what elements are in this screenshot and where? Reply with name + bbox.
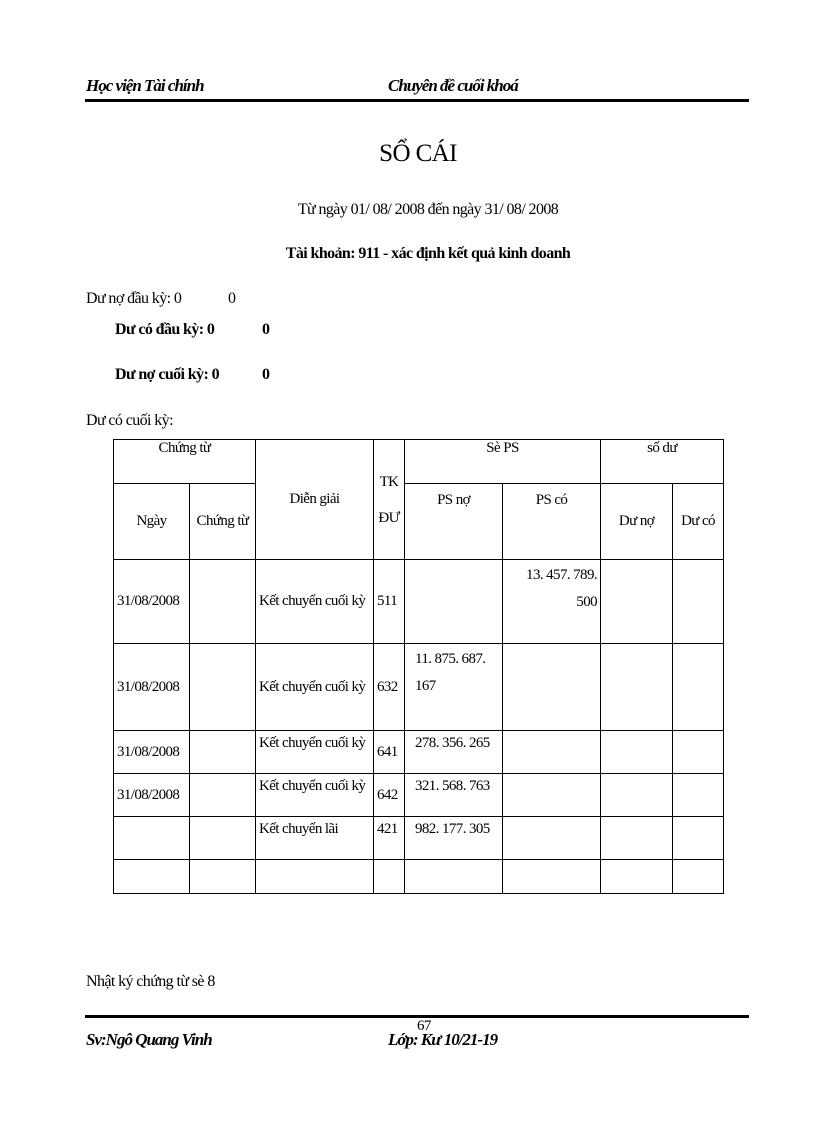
page-number: 67 <box>417 1018 431 1034</box>
table-row: 31/08/2008 Kết chuyển cuối kỳ 511 13. 457. … <box>113 559 724 644</box>
opening-debit-label: Dư nợ đầu kỳ: 0 <box>86 290 182 307</box>
header-topic: Chuyên đề cuối khoá <box>388 76 519 95</box>
cell-chung-tu <box>189 730 256 774</box>
cell-ps-no: 278. 356. 265 <box>404 730 503 774</box>
closing-debit-label: Dư nợ cuối kỳ: 0 <box>115 366 220 383</box>
closing-debit-value: 0 <box>262 366 270 383</box>
cell-tk: 642 <box>373 773 405 817</box>
cell-chung-tu <box>189 773 256 817</box>
cell-dien-giai <box>255 859 374 894</box>
closing-credit-label: Dư có cuối kỳ: <box>86 412 174 429</box>
header-so-ps: Sè PS <box>404 439 601 484</box>
footer-rule <box>85 1015 749 1018</box>
cell-tk: 632 <box>373 643 405 731</box>
cell-du-no <box>600 773 673 817</box>
table-row: 31/08/2008 Kết chuyển cuối kỳ 642 321. 568.… <box>113 773 724 817</box>
cell-du-no <box>600 643 673 731</box>
cell-dien-giai: Kết chuyển lãi <box>255 816 374 860</box>
header-ngay: Ngày <box>113 483 190 560</box>
cell-ps-no: 321. 568. 763 <box>404 773 503 817</box>
cell-du-no <box>600 859 673 894</box>
cell-ps-no: 982. 177. 305 <box>404 816 503 860</box>
opening-credit-label: Dư có đầu kỳ: 0 <box>115 321 215 338</box>
journal-note: Nhật ký chứng từ sè 8 <box>86 973 215 990</box>
header-rule <box>85 99 749 102</box>
header-tk-du: TK ĐƯ <box>373 439 405 560</box>
footer-class: Lớp: Kư 10/21-19 <box>388 1030 498 1049</box>
header-institution: Học viện Tài chính <box>86 76 205 95</box>
cell-du-no <box>600 559 673 644</box>
opening-debit-value: 0 <box>228 290 236 307</box>
cell-du-co <box>672 643 724 731</box>
cell-chung-tu <box>189 816 256 860</box>
date-range: Từ ngày 01/ 08/ 2008 đến ngày 31/ 08/ 20… <box>297 201 559 218</box>
table-row: 31/08/2008 Kết chuyển cuối kỳ 632 11. 875. … <box>113 643 724 731</box>
header-du: ĐƯ <box>378 509 400 526</box>
footer-student: Sv:Ngô Quang Vinh <box>86 1030 213 1049</box>
cell-ngay <box>113 859 190 894</box>
cell-ps-co <box>502 859 601 894</box>
page-title: SỔ CÁI <box>379 140 457 167</box>
header-dien-giai: Diễn giải <box>255 439 374 560</box>
cell-tk: 511 <box>373 559 405 644</box>
account-title: Tài khoản: 911 - xác định kết quả kinh d… <box>285 245 571 262</box>
cell-ps-no <box>404 559 503 644</box>
cell-ps-no <box>404 859 503 894</box>
table-row: Kết chuyển lãi 421 982. 177. 305 <box>113 816 724 860</box>
cell-chung-tu <box>189 859 256 894</box>
cell-ngay: 31/08/2008 <box>113 559 190 644</box>
cell-dien-giai: Kết chuyển cuối kỳ <box>255 559 374 644</box>
cell-ps-co <box>502 730 601 774</box>
cell-du-co <box>672 859 724 894</box>
cell-ngay <box>113 816 190 860</box>
cell-tk: 421 <box>373 816 405 860</box>
cell-tk <box>373 859 405 894</box>
cell-chung-tu <box>189 559 256 644</box>
cell-tk: 641 <box>373 730 405 774</box>
ledger-table: Chứng từ Diễn giải TK ĐƯ Sè PS số dư Ngày… <box>113 439 724 894</box>
table-row <box>113 859 724 894</box>
cell-du-co <box>672 773 724 817</box>
cell-du-no <box>600 730 673 774</box>
table-row: 31/08/2008 Kết chuyển cuối kỳ 641 278. 356.… <box>113 730 724 774</box>
cell-ngay: 31/08/2008 <box>113 643 190 731</box>
cell-ps-co <box>502 816 601 860</box>
cell-ps-no: 11. 875. 687. 167 <box>404 643 503 731</box>
header-tk: TK <box>379 473 399 490</box>
cell-dien-giai: Kết chuyển cuối kỳ <box>255 730 374 774</box>
cell-dien-giai: Kết chuyển cuối kỳ <box>255 773 374 817</box>
cell-du-co <box>672 816 724 860</box>
cell-ps-co: 13. 457. 789. 500 <box>502 559 601 644</box>
cell-chung-tu <box>189 643 256 731</box>
header-ps-co: PS có <box>502 483 601 560</box>
header-so-du: số dư <box>600 439 724 484</box>
cell-du-co <box>672 559 724 644</box>
cell-ps-co <box>502 773 601 817</box>
header-chung-tu: Chứng từ <box>113 439 256 484</box>
header-du-co: Dư có <box>672 483 724 560</box>
header-chung-tu-sub: Chứng từ <box>189 483 256 560</box>
header-du-no: Dư nợ <box>600 483 673 560</box>
cell-ngay: 31/08/2008 <box>113 773 190 817</box>
cell-ngay: 31/08/2008 <box>113 730 190 774</box>
cell-du-co <box>672 730 724 774</box>
cell-ps-co <box>502 643 601 731</box>
opening-credit-value: 0 <box>262 321 270 338</box>
cell-dien-giai: Kết chuyển cuối kỳ <box>255 643 374 731</box>
header-ps-no: PS nợ <box>404 483 503 560</box>
cell-du-no <box>600 816 673 860</box>
